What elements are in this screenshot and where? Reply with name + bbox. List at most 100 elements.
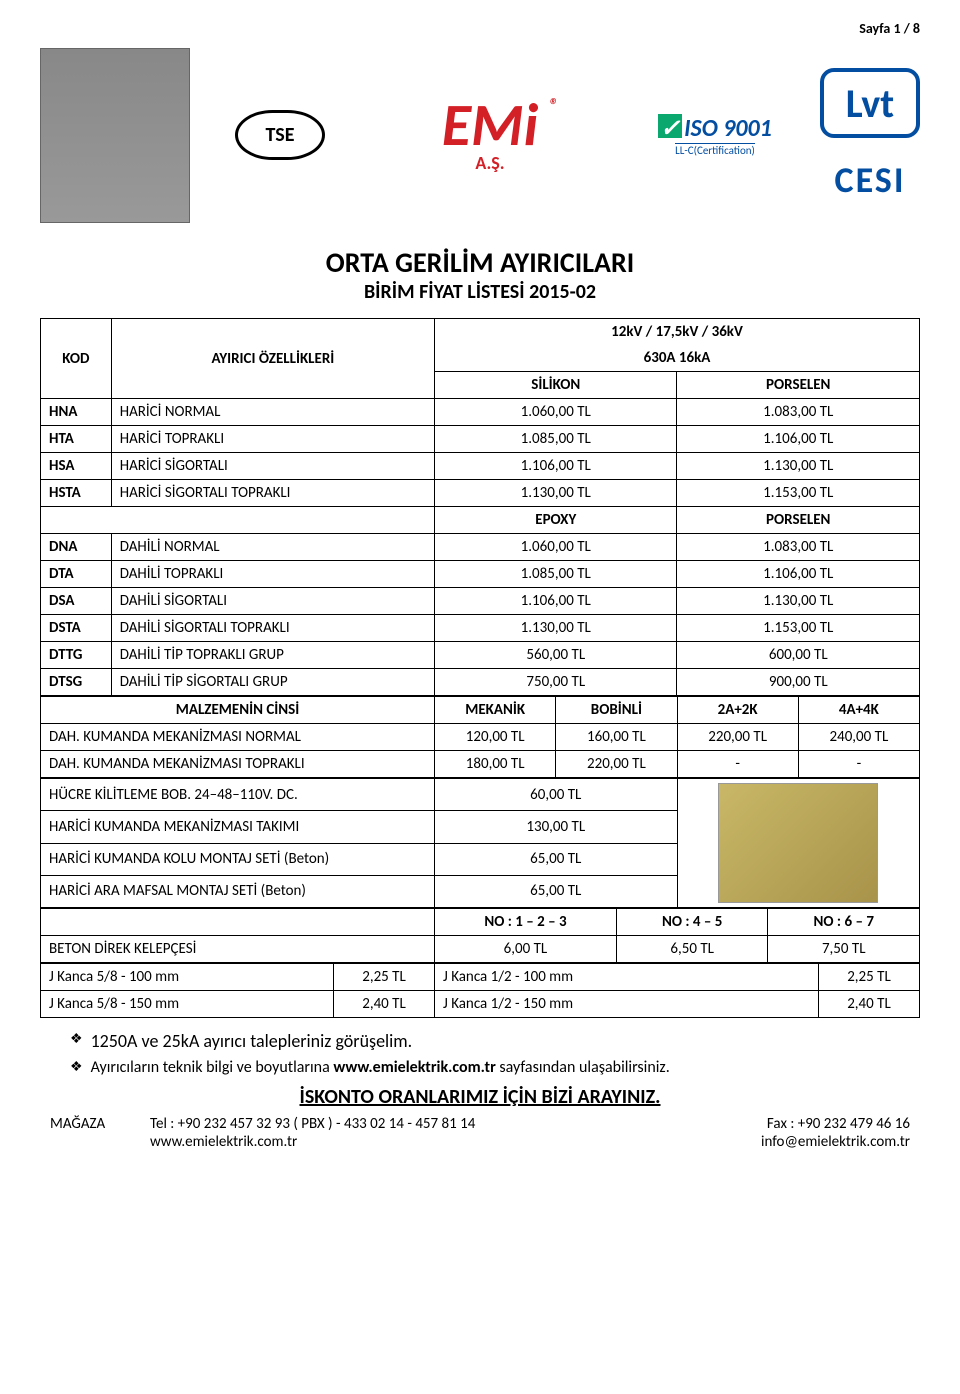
table-row: DTSG DAHİLİ TİP SİGORTALI GRUP 750,00 TL… xyxy=(41,669,920,696)
note2-post: sayfasından ulaşabilirsiniz. xyxy=(496,1058,670,1077)
hdr-kod: KOD xyxy=(41,319,112,399)
hdr-voltage: 12kV / 17,5kV / 36kV xyxy=(435,319,920,346)
cell-price: 1.106,00 TL xyxy=(435,453,677,480)
table-row: J Kanca 5/8 - 100 mm 2,25 TL J Kanca 1/2… xyxy=(41,964,920,991)
cell-kod: DTTG xyxy=(41,642,112,669)
footer-row2: www.emielektrik.com.tr info@emielektrik.… xyxy=(40,1133,920,1151)
materials-table: MALZEMENİN CİNSİ MEKANİK BOBİNLİ 2A+2K 4… xyxy=(40,696,920,778)
cell-desc: DAHİLİ TİP SİGORTALI GRUP xyxy=(111,669,434,696)
cesi-logo: CESI xyxy=(835,158,906,202)
mechanism-photo xyxy=(718,783,878,903)
cell-price: 900,00 TL xyxy=(677,669,920,696)
cell-price: 1.085,00 TL xyxy=(435,426,677,453)
cell-kod: HNA xyxy=(41,399,112,426)
cell-price: 130,00 TL xyxy=(435,811,677,843)
table-row: DTTG DAHİLİ TİP TOPRAKLI GRUP 560,00 TL … xyxy=(41,642,920,669)
footer-email: info@emielektrik.com.tr xyxy=(761,1133,910,1151)
cell-kod: HTA xyxy=(41,426,112,453)
cell-desc: BETON DİREK KELEPÇESİ xyxy=(41,936,435,963)
cell-desc: HARİCİ SİGORTALI xyxy=(111,453,434,480)
cell-desc: DAHİLİ TİP TOPRAKLI GRUP xyxy=(111,642,434,669)
cell-price: 65,00 TL xyxy=(435,875,677,907)
hook-table: J Kanca 5/8 - 100 mm 2,25 TL J Kanca 1/2… xyxy=(40,963,920,1018)
header-logo-row: TSE EMi ® A.Ş. ✓ISO 9001 LL-C(Certificat… xyxy=(40,45,920,225)
note-item: ❖ 1250A ve 25kA ayırıcı talepleriniz gör… xyxy=(70,1030,920,1052)
equipment-photo xyxy=(40,48,190,223)
table-row: BETON DİREK KELEPÇESİ 6,00 TL 6,50 TL 7,… xyxy=(41,936,920,963)
cell-price: - xyxy=(677,751,798,778)
hdr-mekanik: MEKANİK xyxy=(435,697,556,724)
table-row: HNA HARİCİ NORMAL 1.060,00 TL 1.083,00 T… xyxy=(41,399,920,426)
table-row: HSTA HARİCİ SİGORTALI TOPRAKLI 1.130,00 … xyxy=(41,480,920,507)
lvt-logo: Lvt xyxy=(820,68,920,138)
cell-price: 1.085,00 TL xyxy=(435,561,677,588)
cell-desc: HARİCİ KUMANDA KOLU MONTAJ SETİ (Beton) xyxy=(41,843,435,875)
cell-price: 1.130,00 TL xyxy=(677,453,920,480)
footer-magaza: MAĞAZA xyxy=(50,1115,150,1133)
cell-price: 65,00 TL xyxy=(435,843,677,875)
cell-desc: DAH. KUMANDA MEKANİZMASI TOPRAKLI xyxy=(41,751,435,778)
cell-price: 120,00 TL xyxy=(435,724,556,751)
cell-price: 1.060,00 TL xyxy=(435,399,677,426)
title-main: ORTA GERİLİM AYIRICILARI xyxy=(40,245,920,280)
check-icon: ✓ xyxy=(658,114,682,138)
table-row: HTA HARİCİ TOPRAKLI 1.085,00 TL 1.106,00… xyxy=(41,426,920,453)
cell-desc: DAHİLİ NORMAL xyxy=(111,534,434,561)
cell-desc: DAHİLİ TOPRAKLI xyxy=(111,561,434,588)
hdr-2a2k: 2A+2K xyxy=(677,697,798,724)
cell-desc: HARİCİ NORMAL xyxy=(111,399,434,426)
iso-main: ✓ISO 9001 xyxy=(658,114,772,143)
product-image-cell xyxy=(677,779,920,908)
footer-fax: Fax : +90 232 479 46 16 xyxy=(767,1115,910,1133)
cell-desc: DAHİLİ SİGORTALI xyxy=(111,588,434,615)
cell-kod: DTA xyxy=(41,561,112,588)
cell-price: 1.153,00 TL xyxy=(677,615,920,642)
cell-price: 1.083,00 TL xyxy=(677,399,920,426)
cell-price: 1.153,00 TL xyxy=(677,480,920,507)
table-header-row: KOD AYIRICI ÖZELLİKLERİ 12kV / 17,5kV / … xyxy=(41,319,920,346)
table-row: DAH. KUMANDA MEKANİZMASI TOPRAKLI 180,00… xyxy=(41,751,920,778)
note-item: ❖ Ayırıcıların teknik bilgi ve boyutları… xyxy=(70,1058,920,1077)
table-header-row: NO : 1 – 2 – 3 NO : 4 – 5 NO : 6 – 7 xyxy=(41,909,920,936)
table-row: DSTA DAHİLİ SİGORTALI TOPRAKLI 1.130,00 … xyxy=(41,615,920,642)
note2-text: Ayırıcıların teknik bilgi ve boyutlarına… xyxy=(91,1058,670,1077)
hdr-epoxy: EPOXY xyxy=(435,507,677,534)
table-row: HSA HARİCİ SİGORTALI 1.106,00 TL 1.130,0… xyxy=(41,453,920,480)
cell-price: 6,50 TL xyxy=(616,936,768,963)
table-subheader: EPOXY PORSELEN xyxy=(41,507,920,534)
cell-price: 560,00 TL xyxy=(435,642,677,669)
cell-price: 2,40 TL xyxy=(334,991,435,1018)
table-row: DAH. KUMANDA MEKANİZMASI NORMAL 120,00 T… xyxy=(41,724,920,751)
cell-kod: DNA xyxy=(41,534,112,561)
cell-price: 1.130,00 TL xyxy=(435,480,677,507)
hdr-4a4k: 4A+4K xyxy=(798,697,919,724)
hdr-porselen2: PORSELEN xyxy=(677,507,920,534)
cell-price: 7,50 TL xyxy=(768,936,920,963)
cell-desc: DAH. KUMANDA MEKANİZMASI NORMAL xyxy=(41,724,435,751)
cell-desc: J Kanca 1/2 - 150 mm xyxy=(435,991,819,1018)
clamp-table: NO : 1 – 2 – 3 NO : 4 – 5 NO : 6 – 7 BET… xyxy=(40,908,920,963)
discount-heading: İSKONTO ORANLARIMIZ İÇİN BİZİ ARAYINIZ. xyxy=(40,1085,920,1109)
title-block: ORTA GERİLİM AYIRICILARI BİRİM FİYAT LİS… xyxy=(40,245,920,304)
note1-text: 1250A ve 25kA ayırıcı talepleriniz görüş… xyxy=(91,1030,413,1052)
cell-price: 6,00 TL xyxy=(435,936,617,963)
emi-logo-text: EMi ® xyxy=(442,96,538,156)
hdr-ozellik: AYIRICI ÖZELLİKLERİ xyxy=(111,319,434,399)
cell-desc: HARİCİ ARA MAFSAL MONTAJ SETİ (Beton) xyxy=(41,875,435,907)
cell-price: 1.060,00 TL xyxy=(435,534,677,561)
table-row: DSA DAHİLİ SİGORTALI 1.106,00 TL 1.130,0… xyxy=(41,588,920,615)
cell-price: 1.106,00 TL xyxy=(677,561,920,588)
cell-desc: HARİCİ SİGORTALI TOPRAKLI xyxy=(111,480,434,507)
cell-desc: J Kanca 5/8 - 150 mm xyxy=(41,991,334,1018)
trademark-icon: ® xyxy=(549,96,558,114)
emi-main: EMi xyxy=(442,89,538,162)
iso-logo: ✓ISO 9001 LL-C(Certification) xyxy=(655,114,775,157)
page-number: Sayfa 1 / 8 xyxy=(40,20,920,37)
bullet-icon: ❖ xyxy=(70,1030,83,1052)
tse-logo: TSE xyxy=(235,110,325,160)
hdr-porselen: PORSELEN xyxy=(677,372,920,399)
hdr-no45: NO : 4 – 5 xyxy=(616,909,768,936)
hdr-silikon: SİLİKON xyxy=(435,372,677,399)
hdr-no67: NO : 6 – 7 xyxy=(768,909,920,936)
cell-price: - xyxy=(798,751,919,778)
